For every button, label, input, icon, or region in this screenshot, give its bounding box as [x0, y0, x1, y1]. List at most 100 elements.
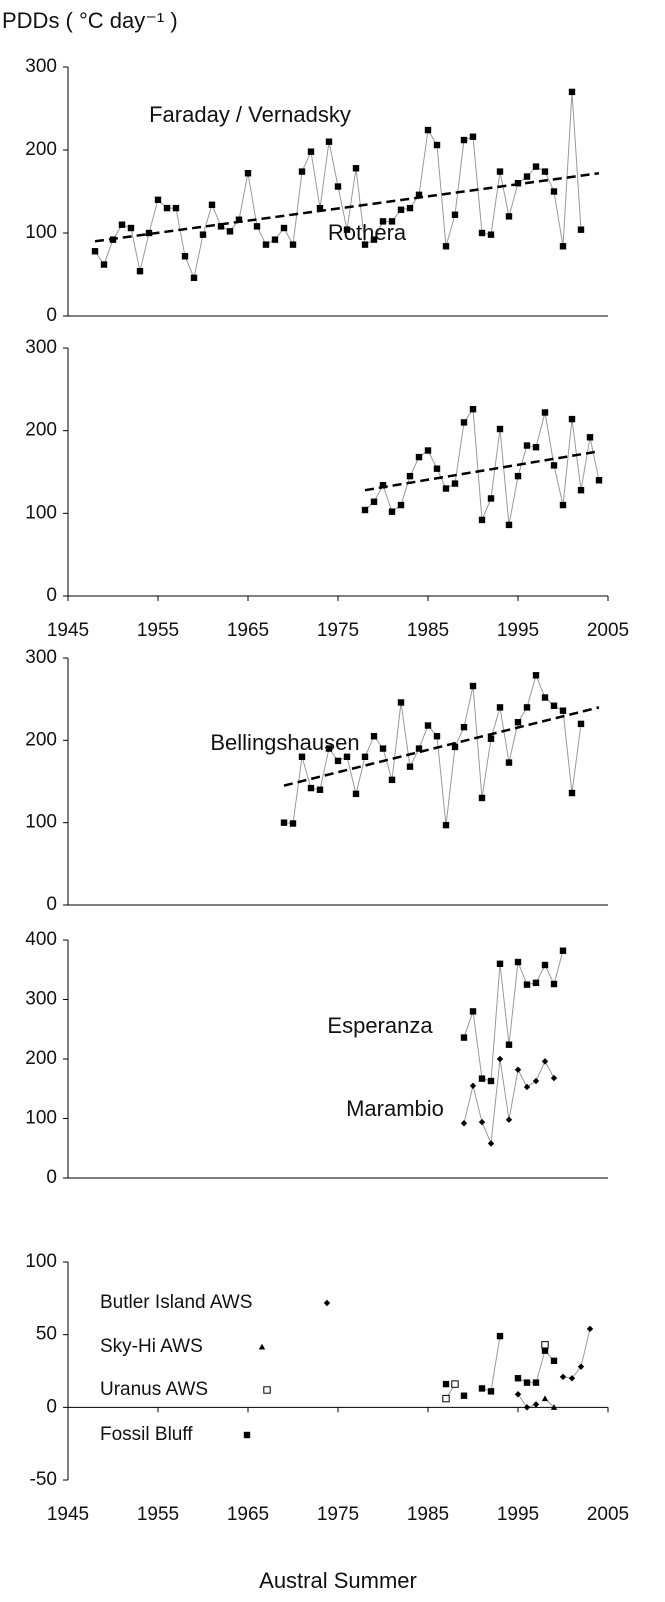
x-tick-label: 1965 [227, 1504, 269, 1525]
marker [217, 223, 225, 230]
y-tick-label: 100 [25, 1108, 57, 1129]
x-tick-label: 1965 [227, 620, 269, 641]
legend-label: Sky-Hi AWS [100, 1336, 203, 1357]
marker [433, 141, 441, 149]
marker [496, 704, 504, 711]
x-axis-label: Austral Summer [259, 1568, 417, 1593]
marker [505, 759, 513, 766]
marker [406, 763, 414, 770]
series-label: Marambio [346, 1096, 444, 1121]
legend-marker [323, 1299, 331, 1307]
marker [532, 163, 540, 170]
marker [415, 191, 423, 199]
marker [541, 1058, 549, 1065]
marker [523, 1404, 531, 1411]
y-tick-label: 100 [25, 502, 57, 523]
x-tick-label: 2005 [587, 620, 629, 641]
data-line [517, 1349, 555, 1384]
marker [451, 480, 459, 487]
y-tick-label: 50 [36, 1324, 57, 1345]
marker [541, 168, 549, 175]
marker [496, 1332, 504, 1340]
legend-label: Butler Island AWS [100, 1292, 252, 1313]
marker [154, 196, 162, 203]
x-tick-label: 1955 [137, 1504, 179, 1525]
marker [379, 482, 387, 489]
marker [235, 216, 243, 223]
marker [145, 229, 153, 237]
marker [442, 821, 450, 829]
marker [460, 723, 468, 731]
marker [91, 248, 99, 255]
marker [550, 1404, 558, 1410]
marker [379, 745, 387, 752]
y-axis-label: PDDs ( °C day⁻¹ ) [2, 8, 178, 33]
marker [460, 419, 468, 426]
marker [379, 218, 387, 225]
marker [352, 790, 360, 798]
marker [568, 789, 576, 797]
y-tick-label: 300 [25, 989, 57, 1010]
trend-line [94, 172, 600, 243]
marker [487, 1077, 495, 1085]
marker [100, 261, 108, 268]
marker [469, 405, 477, 413]
marker [388, 776, 396, 784]
marker [280, 224, 288, 232]
legend-label: Fossil Bluff [100, 1424, 193, 1445]
marker [532, 1401, 540, 1408]
series-label: Bellingshausen [210, 730, 359, 755]
marker [550, 462, 558, 469]
marker [559, 707, 567, 714]
marker [550, 188, 558, 195]
marker [253, 223, 261, 230]
marker [514, 1066, 522, 1073]
marker [451, 211, 459, 218]
marker [460, 1392, 468, 1399]
marker [424, 722, 432, 729]
marker [172, 204, 180, 212]
marker [442, 1394, 450, 1403]
y-tick-label: 100 [25, 1251, 57, 1272]
marker [307, 148, 315, 155]
marker [523, 704, 531, 711]
marker [541, 694, 549, 701]
marker [541, 1395, 549, 1402]
marker [532, 672, 540, 679]
y-tick-label: 200 [25, 1048, 57, 1069]
marker [487, 735, 495, 742]
series-label: Rothera [328, 220, 407, 245]
marker [280, 819, 288, 826]
trend-line [364, 450, 600, 492]
marker [334, 183, 342, 190]
marker [532, 444, 540, 451]
trend-line [283, 706, 600, 787]
marker [523, 173, 531, 180]
series-label: Faraday / Vernadsky [149, 102, 351, 127]
marker [397, 206, 405, 213]
marker [397, 699, 405, 706]
x-tick-label: 1955 [137, 620, 179, 641]
marker [442, 243, 450, 250]
legend-marker [263, 1386, 271, 1394]
marker [496, 425, 504, 433]
marker [487, 231, 495, 238]
marker [505, 213, 513, 220]
y-tick-label: 300 [25, 647, 57, 668]
marker [559, 243, 567, 250]
marker [424, 447, 432, 454]
legend-marker [243, 1431, 251, 1439]
marker [469, 682, 477, 690]
marker [325, 138, 333, 145]
marker [478, 1385, 486, 1392]
y-tick-label: 200 [25, 139, 57, 160]
y-tick-label: 200 [25, 420, 57, 441]
marker [523, 1083, 531, 1091]
marker [316, 204, 324, 212]
y-tick-label: 200 [25, 729, 57, 750]
marker [514, 1391, 522, 1398]
marker [451, 1380, 459, 1388]
y-tick-label: 0 [46, 1167, 57, 1188]
marker [433, 465, 441, 472]
